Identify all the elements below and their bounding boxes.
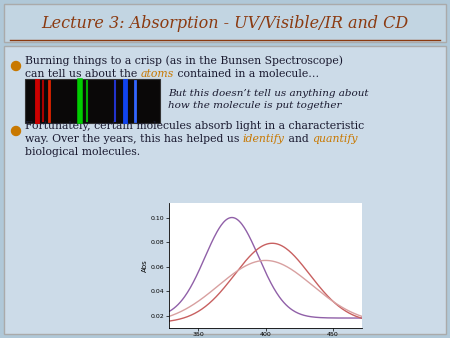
Text: and: and [285, 134, 312, 144]
Text: atoms: atoms [141, 69, 174, 79]
FancyBboxPatch shape [4, 46, 446, 334]
Text: how the molecule is put together: how the molecule is put together [168, 101, 342, 111]
Text: Fortunately, certain molecules absorb light in a characteristic: Fortunately, certain molecules absorb li… [25, 121, 364, 131]
FancyBboxPatch shape [4, 4, 446, 42]
Text: Lecture 3: Absorption - UV/Visible/IR and CD: Lecture 3: Absorption - UV/Visible/IR an… [41, 15, 409, 31]
Text: can tell us about the: can tell us about the [25, 69, 141, 79]
Text: way. Over the years, this has helped us: way. Over the years, this has helped us [25, 134, 243, 144]
Circle shape [12, 62, 21, 71]
Text: Burning things to a crisp (as in the Bunsen Spectroscope): Burning things to a crisp (as in the Bun… [25, 56, 343, 66]
Text: contained in a molecule…: contained in a molecule… [174, 69, 319, 79]
Y-axis label: Abs: Abs [142, 259, 148, 272]
Text: identify: identify [243, 134, 285, 144]
Text: quantify: quantify [312, 134, 357, 144]
Text: But this doesn’t tell us anything about: But this doesn’t tell us anything about [168, 90, 369, 98]
Bar [25, 79, 160, 123]
Circle shape [12, 126, 21, 136]
Text: biological molecules.: biological molecules. [25, 147, 140, 157]
